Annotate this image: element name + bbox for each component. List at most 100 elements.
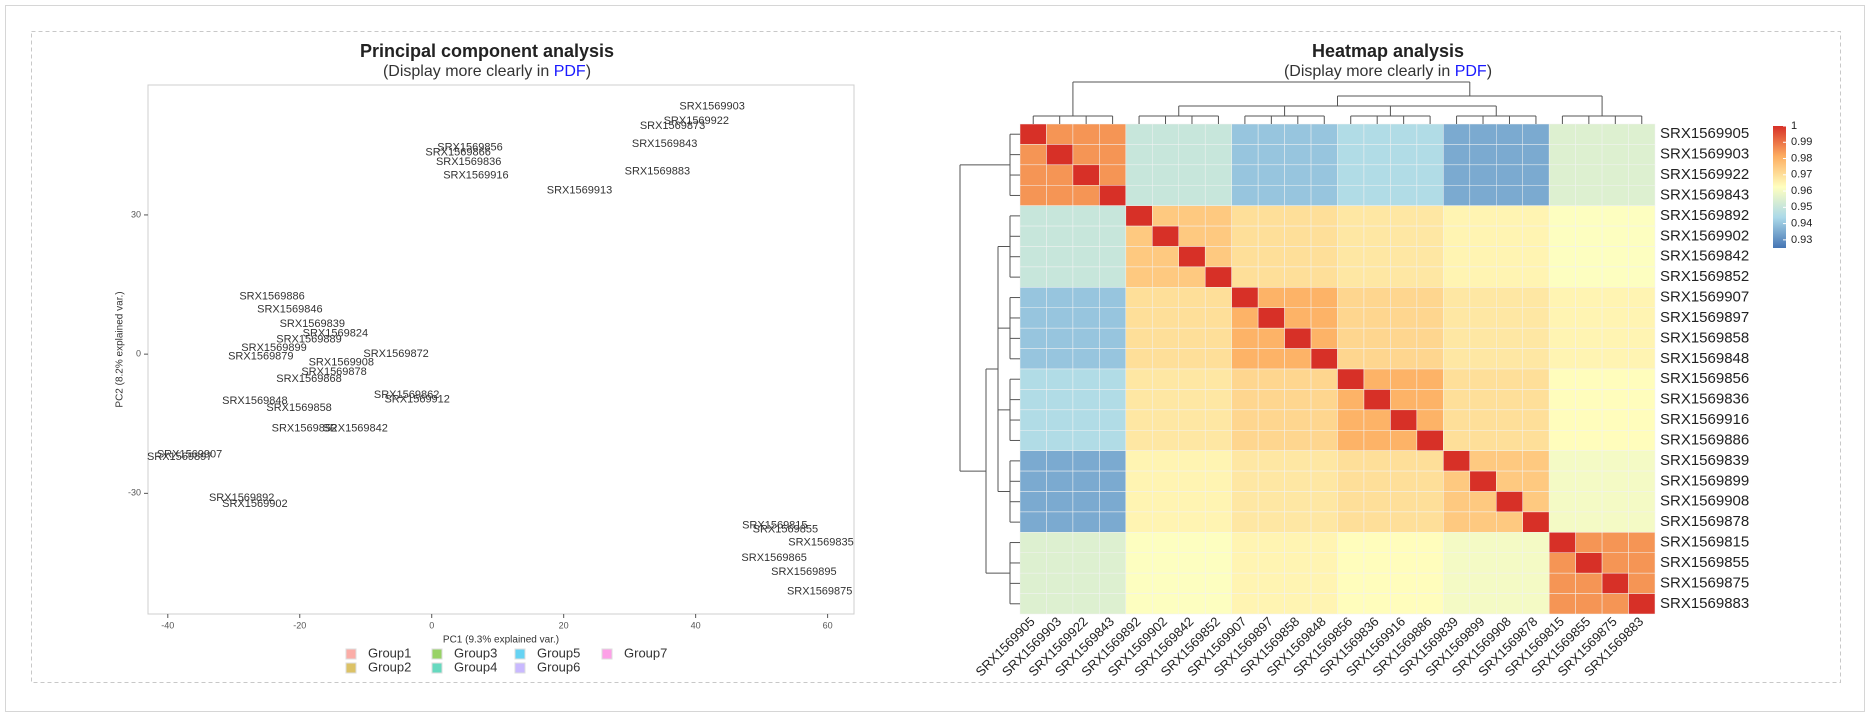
heat-cell: [1231, 327, 1259, 349]
heat-cell: [1628, 266, 1656, 288]
heat-cell: [1257, 185, 1285, 206]
heat-cell: [1390, 287, 1418, 309]
heat-cell: [1204, 409, 1232, 431]
colorbar-tick-label: 0.93: [1791, 234, 1812, 246]
dendrogram: [1178, 96, 1497, 107]
heat-cell: [1628, 348, 1656, 370]
heat-cell: [1469, 287, 1497, 309]
heat-cell: [1601, 327, 1629, 349]
heat-cell: [1496, 593, 1523, 615]
heat-cell: [1575, 532, 1603, 553]
heat-cell: [1337, 430, 1365, 451]
heat-cell: [1046, 307, 1074, 329]
dendrogram: [1139, 106, 1219, 117]
heat-cell: [1019, 450, 1047, 472]
heat-cell: [1072, 266, 1100, 288]
heat-cell: [1443, 389, 1471, 411]
colorbar-tick-label: 1: [1791, 120, 1797, 132]
heat-cell: [1072, 470, 1100, 492]
x-tick-label: 20: [559, 620, 569, 630]
heat-cell: [1337, 450, 1365, 472]
heat-cell: [1548, 409, 1576, 431]
legend-label: Group3: [454, 645, 497, 660]
row-label: SRX1569842: [1660, 248, 1749, 265]
heat-cell: [1390, 430, 1418, 451]
heat-cell: [1152, 225, 1179, 247]
heat-cell: [1284, 348, 1312, 370]
heat-cell: [1257, 409, 1285, 431]
heat-cell: [1469, 470, 1497, 492]
row-label: SRX1569899: [1660, 472, 1749, 489]
heat-cell: [1363, 185, 1391, 206]
heat-cell: [1204, 532, 1232, 553]
point-label: SRX1569922: [664, 115, 729, 127]
row-label: SRX1569916: [1660, 411, 1749, 428]
heat-cell: [1178, 593, 1206, 615]
heat-cell: [1204, 450, 1232, 472]
heat-cell: [1522, 164, 1550, 186]
heat-cell: [1046, 552, 1074, 574]
heat-cell: [1178, 205, 1206, 227]
heat-cell: [1284, 144, 1312, 166]
row-label: SRX1569908: [1660, 493, 1749, 510]
heat-cell: [1284, 123, 1312, 145]
heat-cell: [1496, 389, 1523, 411]
heat-cell: [1072, 123, 1100, 145]
heat-cell: [1337, 470, 1365, 492]
heat-cell: [1204, 348, 1232, 370]
heat-cell: [1125, 266, 1153, 288]
heat-cell: [1284, 593, 1312, 615]
heat-cell: [1178, 246, 1206, 268]
heat-cell: [1125, 307, 1153, 329]
point-label: SRX1569892: [209, 492, 274, 504]
heat-cell: [1178, 266, 1206, 288]
row-label: SRX1569836: [1660, 391, 1749, 408]
heat-cell: [1363, 532, 1391, 553]
row-label: SRX1569815: [1660, 534, 1749, 551]
heat-cell: [1152, 389, 1179, 411]
heat-cell: [1522, 185, 1550, 206]
heat-cell: [1548, 144, 1576, 166]
heat-cell: [1072, 246, 1100, 268]
pdf-link[interactable]: PDF: [1455, 63, 1487, 80]
heat-cell: [1443, 430, 1471, 451]
point-label: SRX1569856: [437, 142, 502, 154]
heat-cell: [1231, 185, 1259, 206]
heat-cell: [1522, 307, 1550, 329]
heat-cell: [1363, 430, 1391, 451]
heat-cell: [1522, 348, 1550, 370]
point-label: SRX1569872: [363, 348, 428, 360]
heat-cell: [1469, 368, 1497, 390]
pdf-link[interactable]: PDF: [554, 63, 586, 80]
heat-cell: [1548, 266, 1576, 288]
heat-cell: [1257, 164, 1285, 186]
heat-cell: [1231, 511, 1259, 533]
heat-cell: [1152, 532, 1179, 553]
legend-label: Group6: [537, 659, 580, 674]
heat-cell: [1522, 327, 1550, 349]
heat-cell: [1178, 430, 1206, 451]
heat-cell: [1601, 409, 1629, 431]
heat-cell: [1257, 532, 1285, 553]
heat-cell: [1152, 511, 1179, 533]
heat-cell: [1099, 368, 1127, 390]
heat-cell: [1019, 552, 1047, 574]
heat-cell: [1099, 409, 1127, 431]
heat-cell: [1257, 205, 1285, 227]
heat-cell: [1019, 307, 1047, 329]
heat-cell: [1125, 225, 1153, 247]
pca-panel: [147, 84, 855, 615]
heat-cell: [1469, 266, 1497, 288]
heat-cell: [1522, 246, 1550, 268]
heat-cell: [1152, 164, 1179, 186]
row-label: SRX1569883: [1660, 595, 1749, 612]
point-label: SRX1569835: [788, 536, 853, 548]
heat-cell: [1416, 491, 1444, 513]
heat-cell: [1496, 450, 1523, 472]
heat-cell: [1284, 389, 1312, 411]
heat-cell: [1178, 144, 1206, 166]
heat-cell: [1443, 491, 1471, 513]
dendrogram: [998, 379, 1011, 441]
heat-cell: [1125, 287, 1153, 309]
heat-cell: [1019, 348, 1047, 370]
